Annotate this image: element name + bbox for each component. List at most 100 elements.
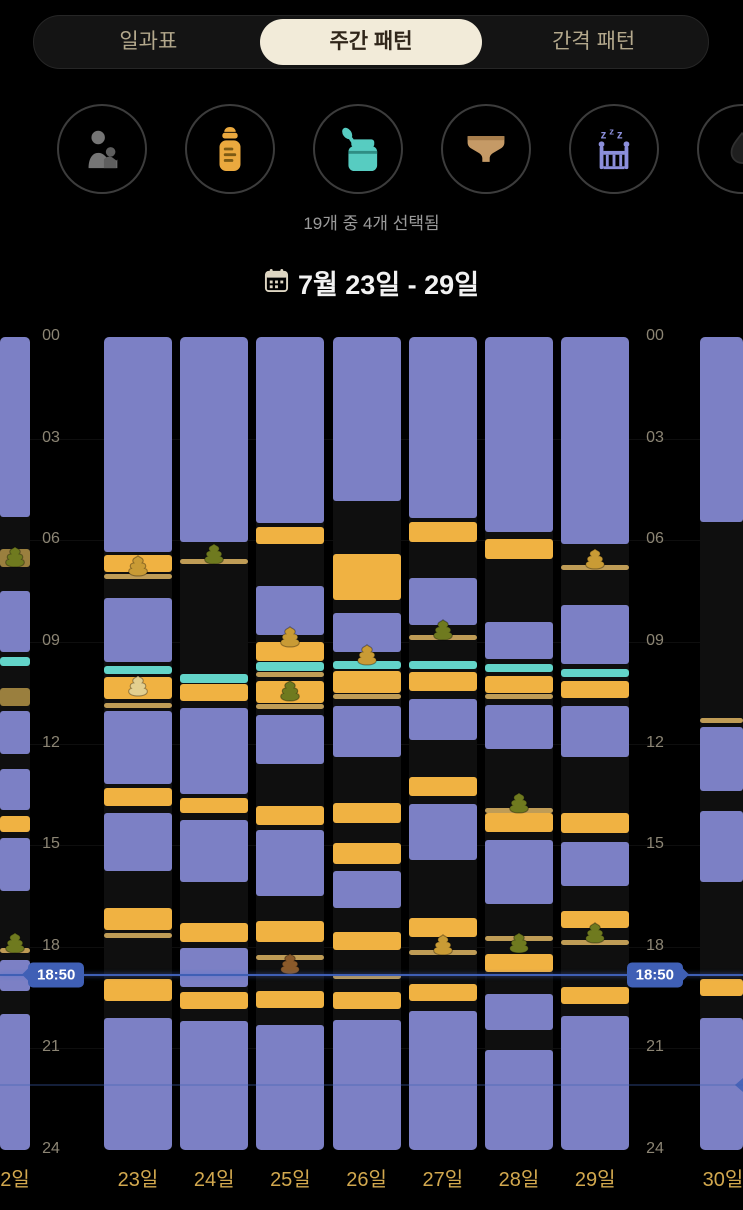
sleep-event	[332, 1019, 401, 1150]
day-col-24일[interactable]	[180, 337, 249, 1150]
day-col-partial-right[interactable]	[700, 337, 743, 1150]
day-col-23일[interactable]	[104, 337, 172, 1150]
axis-tick: 00	[42, 327, 60, 344]
tab-weekly-pattern[interactable]: 주간 패턴	[259, 19, 483, 65]
day-label: 29일	[574, 1169, 616, 1191]
filter-extra[interactable]	[697, 104, 743, 194]
axis-tick: 15	[646, 835, 664, 853]
axis-tick: 06	[646, 530, 664, 548]
day-label: 23일	[117, 1169, 159, 1191]
sleep-event	[485, 337, 553, 532]
axis-tick: 12	[42, 733, 60, 751]
sleep-event	[104, 711, 172, 785]
tab-daily-schedule[interactable]: 일과표	[119, 30, 178, 53]
poop-icon	[582, 547, 608, 570]
sleep-event	[0, 768, 30, 810]
secondary-line-arrow-icon	[735, 1077, 743, 1092]
bottle-event	[104, 978, 172, 1001]
poop-icon	[2, 546, 28, 568]
weekly-chart: 00 03 06 09 12 15 18 21 24 00 03 06 09 12 15 18 21 24 18…	[0, 327, 743, 1157]
food-event	[408, 660, 477, 669]
filter-sleep[interactable]: z z z	[569, 104, 659, 194]
day-col-29일[interactable]	[561, 337, 630, 1150]
poop-icon	[506, 932, 532, 954]
bottle-event	[408, 672, 477, 691]
bottle-event	[332, 553, 401, 600]
diaper-event	[332, 694, 401, 700]
axis-right: 00 03 06 09 12 15 18 21 24	[642, 327, 668, 1157]
bottle-event	[256, 806, 325, 825]
axis-tick: 24	[646, 1140, 664, 1157]
sleep-event	[332, 337, 401, 502]
bottle-event	[332, 670, 401, 693]
axis-tick: 09	[646, 631, 664, 649]
tab-interval-pattern[interactable]: 간격 패턴	[552, 30, 636, 53]
sleep-event	[180, 337, 249, 542]
axis-left: 00 03 06 09 12 15 18 21 24	[38, 327, 64, 1157]
day-col-27일[interactable]	[408, 337, 477, 1150]
bottle-event	[180, 992, 249, 1010]
date-range-header[interactable]: 7월 23일 - 29일	[0, 263, 743, 302]
axis-tick: 18	[42, 936, 60, 954]
day-col-28일[interactable]	[485, 337, 553, 1150]
poop-icon	[430, 933, 456, 956]
sleep-event	[256, 829, 325, 896]
sleep-event	[408, 1011, 477, 1150]
sleep-crib-icon: z z z	[598, 127, 630, 170]
day-col-26일[interactable]	[332, 337, 401, 1150]
food-event	[561, 668, 630, 678]
food-event	[485, 663, 553, 673]
bottle-event	[332, 843, 401, 864]
diaper-event	[256, 672, 325, 678]
bottle-event	[408, 984, 477, 1001]
food-event	[256, 662, 325, 671]
bottle-event	[180, 684, 249, 702]
svg-text:z: z	[617, 129, 623, 141]
view-tabs: 일과표 주간 패턴 간격 패턴	[33, 15, 709, 69]
poop-icon	[2, 932, 28, 954]
sleep-event	[485, 1050, 553, 1150]
day-label: 28일	[498, 1169, 540, 1191]
bottle-event	[332, 992, 401, 1010]
day-labels-row: 2일 23일 24일 25일 26일 27일 28일 29일 30일	[0, 1163, 743, 1197]
calendar-icon	[264, 268, 289, 298]
sleep-event	[408, 577, 477, 625]
food-event	[104, 665, 172, 675]
poop-icon	[430, 618, 456, 641]
nursing-icon	[88, 130, 118, 169]
bottle-icon	[219, 127, 241, 171]
bottle-event	[332, 802, 401, 824]
sleep-event	[256, 337, 325, 524]
sleep-event	[485, 704, 553, 749]
sleep-event	[0, 838, 30, 891]
food-event	[0, 657, 30, 666]
sleep-event	[180, 707, 249, 795]
axis-tick: 21	[42, 1038, 60, 1056]
poop-icon	[125, 554, 151, 577]
sleep-event	[561, 604, 630, 664]
bottle-event	[0, 816, 30, 832]
sleep-event	[104, 337, 172, 553]
filter-baby-food[interactable]	[313, 104, 403, 194]
day-label: 27일	[422, 1169, 464, 1191]
filter-nursing[interactable]	[57, 104, 147, 194]
extra-icon	[730, 131, 743, 164]
poop-icon	[354, 644, 380, 666]
bottle-event	[104, 787, 172, 807]
filter-bottle[interactable]	[185, 104, 275, 194]
day-label: 26일	[346, 1169, 387, 1191]
axis-tick: 03	[42, 428, 60, 446]
filter-diaper[interactable]	[441, 104, 531, 194]
sleep-event	[0, 591, 30, 653]
axis-tick: 06	[42, 530, 60, 548]
axis-tick: 21	[646, 1038, 664, 1056]
day-label: 24일	[193, 1169, 235, 1191]
bottle-event	[485, 953, 553, 973]
category-filter-row: z z z	[57, 104, 743, 194]
date-range-label: 7월 23일 - 29일	[297, 270, 480, 300]
day-col-partial-left[interactable]	[0, 337, 30, 1150]
baby-food-icon	[342, 127, 378, 171]
food-event	[180, 674, 249, 683]
day-col-25일[interactable]	[256, 337, 325, 1150]
now-time-badge-right: 18:50	[626, 962, 683, 988]
